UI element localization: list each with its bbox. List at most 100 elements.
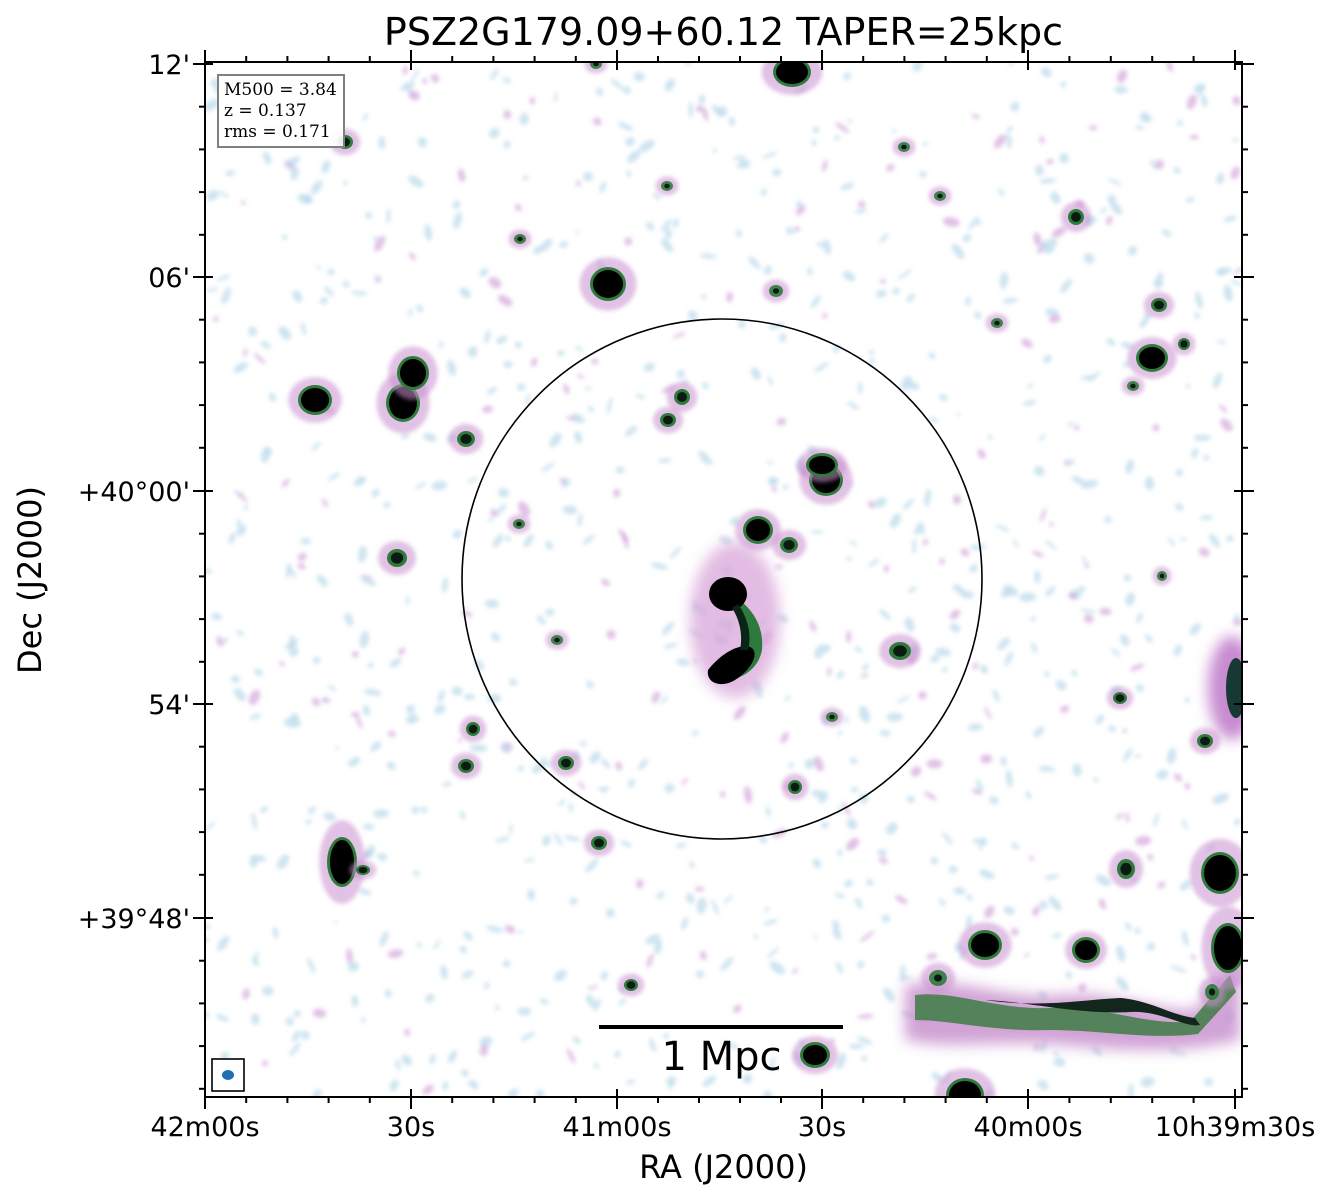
noise-blob [236,519,242,527]
noise-blob [502,960,511,968]
noise-blob [702,1075,717,1087]
noise-blob [1039,178,1057,184]
noise-blob [367,662,374,669]
noise-blob [598,786,605,791]
noise-blob [1044,671,1050,678]
info-z: z = 0.137 [224,101,307,121]
noise-blob [700,253,717,259]
noise-blob [1091,1045,1103,1057]
noise-blob [447,359,457,376]
x-axis-label: RA (J2000) [639,1148,808,1186]
noise-blob [866,878,874,886]
noise-blob [1024,952,1030,958]
noise-blob [342,180,348,186]
source-core [1159,573,1165,579]
noise-blob [429,1053,436,1065]
source-core [1214,926,1242,970]
noise-blob [736,229,742,238]
noise-blob [1004,651,1013,667]
noise-blob [664,783,675,793]
noise-blob [1038,433,1046,441]
noise-blob [578,781,585,790]
noise-blob [1046,158,1054,165]
noise-blob [1115,813,1125,820]
noise-blob [827,667,832,677]
source-core [663,415,673,425]
noise-blob [1033,465,1045,477]
noise-blob [1071,475,1085,485]
noise-blob [816,241,826,248]
noise-blob [404,1028,411,1037]
noise-blob [278,326,292,341]
noise-blob [540,757,547,764]
noise-blob [804,758,815,770]
noise-blob [1153,279,1163,289]
noise-blob [347,757,361,767]
noise-blob [503,360,513,369]
noise-blob [676,658,690,666]
noise-blob [968,216,979,231]
noise-blob [437,689,445,703]
noise-blob [719,536,733,545]
noise-blob [691,730,699,736]
noise-blob [1223,215,1237,223]
noise-blob [1127,246,1138,256]
noise-blob [740,159,751,169]
noise-blob [1212,793,1229,804]
source-core [1130,383,1136,389]
noise-blob [205,98,220,112]
noise-blob [779,333,787,343]
noise-blob [1033,232,1042,247]
noise-blob [610,78,624,90]
noise-blob [262,1059,268,1067]
noise-blob [992,689,1000,702]
noise-blob [1114,85,1128,94]
noise-blob [854,208,867,214]
noise-blob [1098,898,1107,910]
noise-blob [857,960,865,969]
noise-blob [408,252,416,261]
noise-blob [844,879,853,888]
noise-blob [386,207,391,224]
noise-blob [359,888,372,896]
noise-blob [268,392,277,402]
noise-blob [672,332,686,339]
noise-blob [694,886,705,892]
noise-blob [1230,166,1240,180]
noise-blob [402,65,408,75]
noise-blob [367,849,375,859]
noise-blob [205,190,220,201]
noise-blob [942,217,960,227]
noise-blob [906,293,915,303]
plot-frame [204,61,1243,1098]
noise-blob [646,221,655,231]
noise-blob [215,1014,229,1022]
noise-blob [1134,927,1141,934]
noise-blob [857,1036,873,1045]
noise-blob [972,662,979,670]
noise-blob [843,72,852,81]
noise-blob [1008,62,1013,67]
noise-blob [756,692,763,698]
noise-blob [1107,194,1116,204]
noise-blob [322,498,328,508]
noise-blob [285,1017,294,1026]
noise-blob [362,704,371,717]
noise-blob [769,478,779,486]
noise-blob [669,546,682,560]
noise-blob [763,265,772,275]
source-core [301,388,329,412]
noise-blob [520,1031,536,1041]
noise-blob [307,957,316,974]
noise-blob [768,322,786,330]
noise-blob [822,312,828,319]
source-core [330,840,354,884]
noise-blob [1093,776,1099,783]
noise-blob [750,367,761,380]
noise-blob [374,274,379,281]
noise-blob [971,113,980,120]
noise-blob [558,799,565,807]
noise-blob [253,668,264,676]
noise-blob [1039,136,1045,144]
noise-blob [389,657,402,668]
